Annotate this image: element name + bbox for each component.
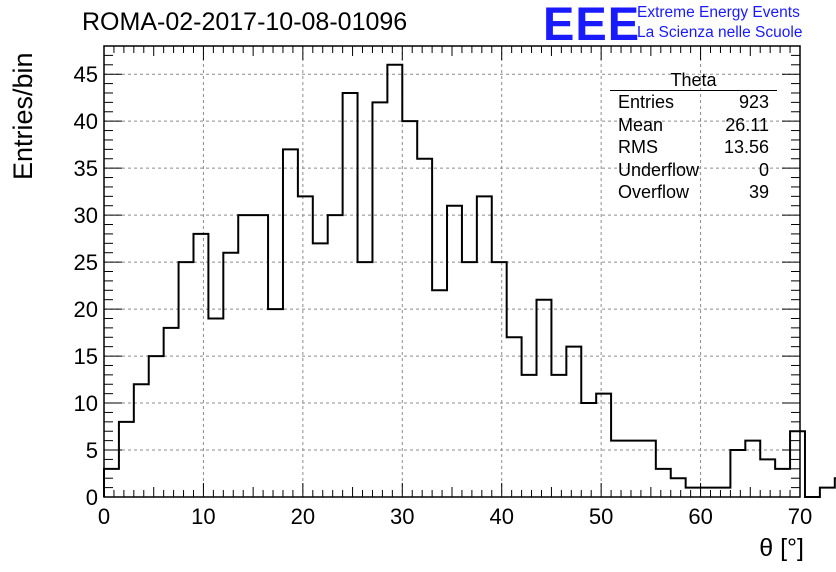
histogram-bin: [566, 347, 581, 497]
histogram-bin: [179, 262, 194, 497]
x-tick-label: 10: [191, 504, 215, 529]
stats-box: Theta Entries 923 Mean 26.11 RMS 13.56 Unde…: [610, 70, 777, 204]
histogram-bin: [626, 441, 641, 497]
y-tick-label: 10: [74, 391, 98, 416]
histogram-bin: [447, 206, 462, 497]
histogram-bin: [298, 196, 313, 497]
grid-lines: [104, 46, 800, 497]
x-tick-label: 30: [390, 504, 414, 529]
y-tick-label: 30: [74, 203, 98, 228]
histogram-bin: [715, 488, 730, 497]
histogram-bin: [343, 93, 358, 497]
stats-value: 13.56: [723, 137, 769, 157]
histogram-bin: [208, 318, 223, 497]
stats-label: Mean: [618, 114, 664, 135]
stats-label: RMS: [618, 137, 658, 157]
stats-row: RMS 13.56: [610, 136, 777, 159]
stats-value: 39: [748, 182, 769, 202]
y-tick-label: 45: [74, 62, 98, 87]
stats-label: Underflow: [618, 159, 700, 180]
stats-row: Underflow 0: [610, 159, 777, 182]
logo-caption-line2: La Scienza nelle Scuole: [637, 24, 803, 41]
y-axis-label: Entries/bin: [8, 52, 38, 180]
stats-label: Entries: [618, 92, 675, 112]
histogram-bin: [193, 234, 208, 497]
histogram-bin: [641, 441, 656, 497]
histogram-bin: [760, 459, 775, 497]
stats-value: 0: [758, 159, 769, 180]
x-tick-label: 20: [291, 504, 315, 529]
histogram-bin: [223, 253, 238, 497]
histogram-bin: [432, 290, 447, 497]
y-tick-label: 40: [74, 109, 98, 134]
histogram-bin: [671, 478, 686, 497]
histogram-bin: [596, 394, 611, 497]
histogram-bin: [313, 243, 328, 497]
histogram-bin: [417, 159, 432, 497]
histogram-bin: [387, 65, 402, 497]
histogram-bin: [134, 384, 149, 497]
y-tick-label: 25: [74, 250, 98, 275]
stats-value: 26.11: [725, 114, 769, 135]
histogram-bars: [103, 63, 836, 498]
histogram-bin: [522, 375, 537, 497]
histogram-bin: [551, 375, 566, 497]
y-tick-label: 20: [74, 297, 98, 322]
histogram-bin: [492, 262, 507, 497]
y-tick-label: 15: [74, 344, 98, 369]
stats-title: Theta: [610, 70, 777, 91]
histogram-bin: [775, 469, 790, 497]
histogram-bin: [611, 441, 626, 497]
histogram-bin: [581, 403, 596, 497]
histogram-bin: [656, 469, 671, 497]
logo-caption-line1: Extreme Energy Events: [637, 4, 800, 21]
histogram-bin: [164, 328, 179, 497]
stats-label: Overflow: [618, 182, 690, 202]
y-tick-label: 0: [86, 485, 98, 510]
histogram-bin: [730, 450, 745, 497]
tick-labels: 0 10 20 30 40 50 60 70 0 5 10 15 20 25 30 35 40 45: [74, 62, 813, 529]
histogram-outline: [103, 63, 836, 498]
histogram-bin: [507, 337, 522, 497]
chart-title: ROMA-02-2017-10-08-01096: [82, 8, 408, 36]
stats-value: 923: [738, 92, 769, 112]
histogram-bin: [537, 300, 552, 497]
eee-logo: EEE: [543, 0, 641, 50]
x-tick-label: 40: [489, 504, 513, 529]
histogram-bin: [701, 488, 716, 497]
histogram-bin: [358, 262, 373, 497]
logo-caption: Extreme Energy Events La Scienza nelle S…: [637, 3, 802, 43]
y-tick-label: 5: [86, 438, 98, 463]
histogram-bin: [149, 356, 164, 497]
x-tick-label: 0: [98, 504, 110, 529]
histogram-bin: [686, 488, 701, 497]
stats-row: Overflow 39: [610, 181, 777, 204]
axis-ticks: [103, 45, 801, 498]
histogram-bin: [372, 102, 387, 497]
x-axis-label: θ [°]: [759, 534, 804, 562]
stats-row: Mean 26.11: [610, 114, 777, 137]
x-tick-label: 70: [788, 504, 812, 529]
histogram-bin: [283, 149, 298, 497]
x-tick-label: 50: [589, 504, 613, 529]
y-tick-label: 35: [74, 156, 98, 181]
x-tick-label: 60: [688, 504, 712, 529]
histogram-bin: [745, 441, 760, 497]
stats-row: Entries 923: [610, 91, 777, 114]
histogram-bin: [119, 422, 134, 497]
histogram-bin: [477, 196, 492, 497]
histogram-bin: [104, 469, 119, 497]
histogram-bin: [820, 488, 835, 497]
histogram-bin: [462, 262, 477, 497]
